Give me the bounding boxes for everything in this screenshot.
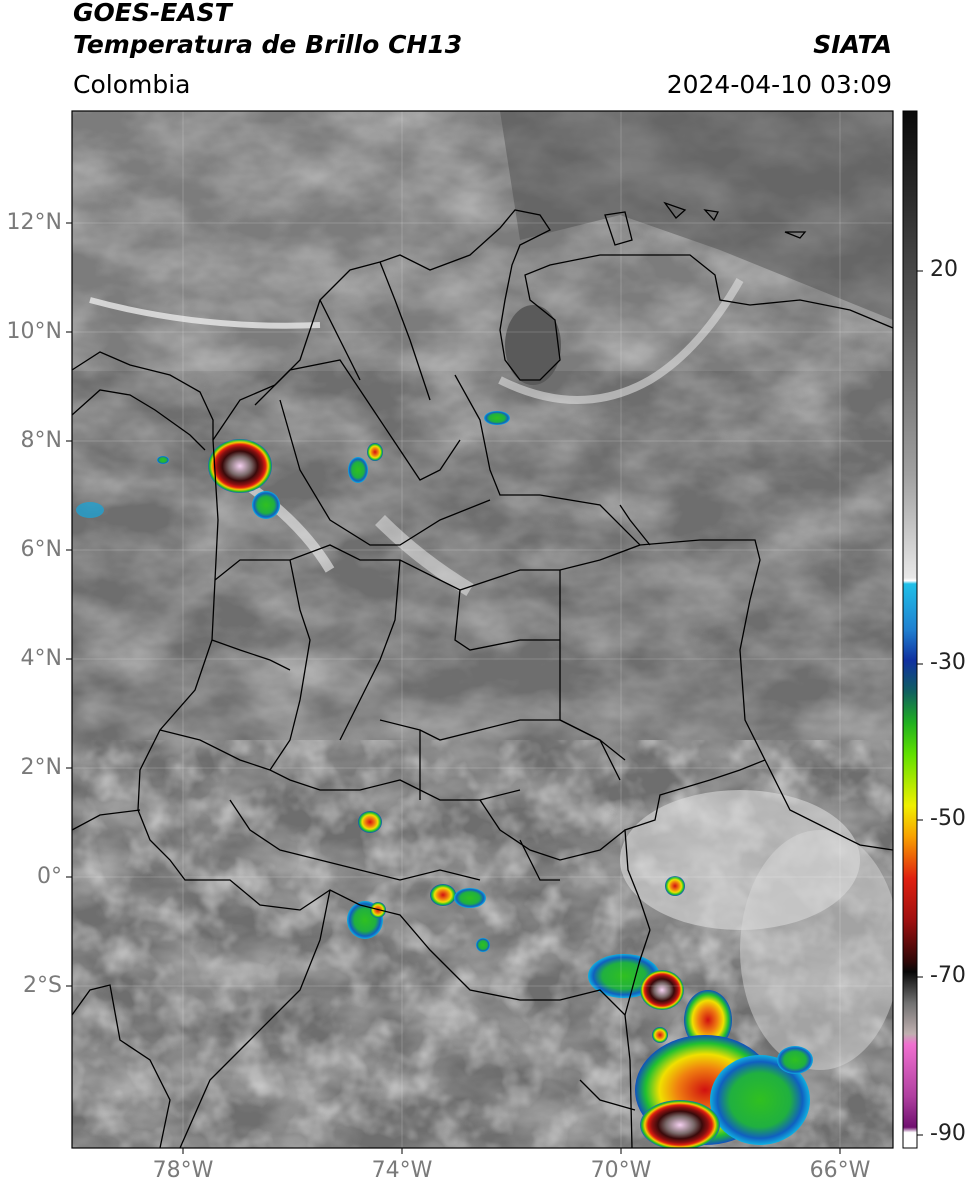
lon-label: 74°W bbox=[371, 1158, 433, 1183]
lat-label: 6°N bbox=[20, 537, 62, 562]
colorbar-label: -30 bbox=[930, 650, 966, 675]
colorbar-label: -90 bbox=[930, 1121, 966, 1146]
region-label: Colombia bbox=[73, 70, 191, 99]
storm-cell bbox=[76, 502, 104, 518]
lon-label: 78°W bbox=[152, 1158, 214, 1183]
lon-label: 66°W bbox=[809, 1158, 871, 1183]
storm-cell bbox=[640, 1100, 720, 1148]
lat-label: 2°S bbox=[23, 973, 62, 998]
colorbar-ticks bbox=[917, 270, 923, 1136]
graticule bbox=[72, 111, 893, 1148]
lat-label: 8°N bbox=[20, 428, 62, 453]
storm-cell bbox=[640, 970, 684, 1010]
colorbar-label: -70 bbox=[930, 963, 966, 988]
storm-cell bbox=[777, 1046, 813, 1074]
lat-label: 0° bbox=[37, 864, 62, 889]
storm-cell bbox=[454, 888, 486, 908]
lat-label: 2°N bbox=[20, 755, 62, 780]
colorbar bbox=[903, 111, 917, 1148]
storm-cell bbox=[252, 491, 280, 519]
storm-cell bbox=[367, 443, 383, 461]
brightness-temperature-image bbox=[72, 111, 893, 1148]
storm-cell bbox=[348, 457, 368, 483]
lat-label: 12°N bbox=[6, 210, 62, 235]
storm-cell bbox=[665, 876, 685, 896]
storm-cell bbox=[684, 990, 732, 1050]
satellite-title: GOES-EAST bbox=[73, 0, 232, 27]
lat-label: 4°N bbox=[20, 646, 62, 671]
storm-cell bbox=[476, 938, 490, 952]
product-title: Temperatura de Brillo CH13 bbox=[73, 30, 463, 59]
datetime-label: 2024-04-10 03:09 bbox=[666, 70, 892, 99]
lat-label: 10°N bbox=[6, 319, 62, 344]
colorbar-label: 20 bbox=[930, 257, 958, 282]
storm-cell bbox=[358, 811, 382, 833]
storm-cell bbox=[652, 1027, 668, 1043]
storm-cell bbox=[157, 456, 169, 464]
borders bbox=[72, 201, 893, 1148]
colorbar-label: -50 bbox=[930, 806, 966, 831]
storm-cell bbox=[710, 1055, 810, 1145]
storm-cell bbox=[208, 439, 272, 493]
storm-cell bbox=[430, 884, 456, 906]
lon-label: 70°W bbox=[590, 1158, 652, 1183]
convective-cells bbox=[76, 411, 813, 1148]
source-label: SIATA bbox=[813, 30, 892, 59]
map-frame bbox=[71, 110, 894, 1149]
storm-cell bbox=[484, 411, 510, 425]
axis-ticks bbox=[66, 222, 841, 1154]
